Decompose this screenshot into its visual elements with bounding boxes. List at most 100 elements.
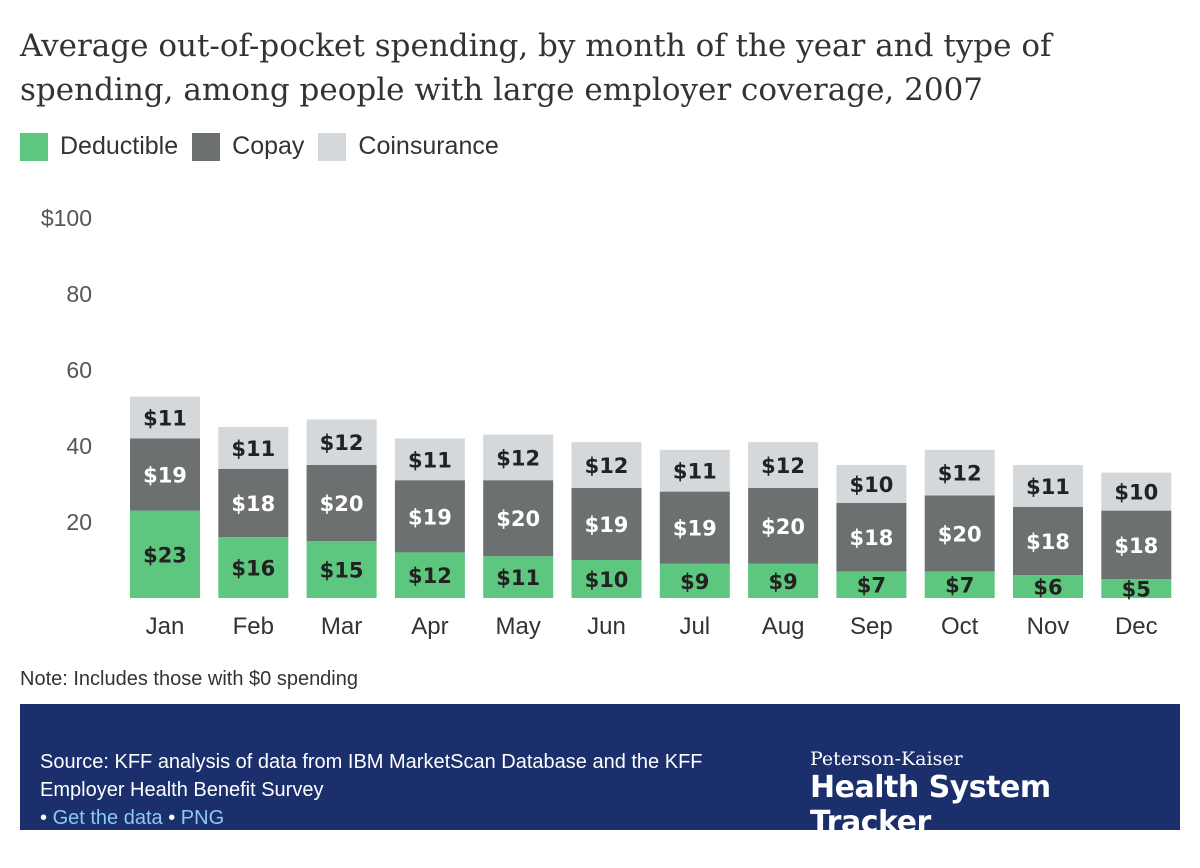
bar-segment-deductible bbox=[1013, 575, 1083, 598]
bar-segment-coinsurance bbox=[571, 442, 642, 488]
data-label: $7 bbox=[945, 574, 974, 598]
x-tick-label: Aug bbox=[762, 613, 805, 640]
bullet: • bbox=[168, 807, 176, 829]
data-label: $11 bbox=[231, 437, 275, 461]
data-label: $19 bbox=[143, 464, 187, 488]
bar-segment-deductible bbox=[306, 541, 377, 598]
bar-segment-deductible bbox=[748, 563, 819, 598]
bar-segment-coinsurance bbox=[1013, 465, 1083, 507]
data-label: $20 bbox=[496, 507, 540, 531]
y-tick-label: 40 bbox=[66, 433, 92, 459]
x-tick-label: Apr bbox=[411, 613, 448, 640]
footer-links: • Get the data • PNG bbox=[40, 804, 224, 832]
x-tick-label: Feb bbox=[233, 613, 274, 640]
bar-segment-copay bbox=[130, 438, 200, 511]
data-label: $11 bbox=[1026, 475, 1070, 499]
y-tick-label: 80 bbox=[66, 281, 92, 307]
bar-segment-deductible bbox=[571, 560, 642, 598]
data-label: $10 bbox=[1114, 481, 1158, 505]
bar-segment-deductible bbox=[1101, 579, 1172, 598]
data-label: $11 bbox=[496, 566, 540, 590]
bar-segment-deductible bbox=[924, 571, 995, 598]
data-label: $11 bbox=[143, 407, 187, 431]
bar-segment-coinsurance bbox=[130, 396, 200, 439]
stacked-bar-chart: 20 40 60 80 $100 $23 $19 $11 Jan $16 $18 $11 Feb $15 $… bbox=[41, 205, 1172, 640]
legend-item-copay: Copay bbox=[192, 132, 318, 161]
legend-swatch-copay bbox=[192, 132, 221, 161]
x-tick-label: Jul bbox=[679, 613, 710, 640]
data-label: $19 bbox=[408, 505, 452, 529]
bar-segment-coinsurance bbox=[836, 465, 907, 503]
chart-title: Average out-of-pocket spending, by month… bbox=[20, 28, 1052, 108]
footer: Source: KFF analysis of data from IBM Ma… bbox=[20, 704, 1180, 840]
x-tick-label: Mar bbox=[321, 613, 362, 640]
data-label: $12 bbox=[408, 564, 452, 588]
y-tick-label: 60 bbox=[66, 357, 92, 383]
get-the-data-link[interactable]: Get the data bbox=[52, 807, 163, 829]
bar-segment-coinsurance bbox=[1101, 472, 1172, 511]
data-label: $7 bbox=[857, 574, 886, 598]
bar-segment-coinsurance bbox=[483, 434, 554, 481]
data-label: $18 bbox=[1114, 534, 1158, 558]
legend-item-deductible: Deductible bbox=[20, 132, 192, 161]
legend-label-copay: Copay bbox=[232, 132, 305, 160]
data-label: $20 bbox=[320, 492, 364, 516]
bar-segment-copay bbox=[394, 480, 465, 553]
bar-segment-copay bbox=[571, 487, 642, 560]
legend-swatch-deductible bbox=[20, 132, 48, 161]
bar-segment-coinsurance bbox=[659, 449, 730, 492]
data-label: $12 bbox=[938, 462, 982, 486]
bar-segment-deductible bbox=[394, 552, 465, 598]
bar-segment-copay bbox=[483, 480, 554, 557]
x-tick-label: Jun bbox=[587, 613, 626, 640]
bar-segment-coinsurance bbox=[924, 449, 995, 496]
bar-segment-deductible bbox=[659, 563, 730, 598]
bar-segment-deductible bbox=[218, 537, 289, 598]
y-tick-label: $100 bbox=[41, 205, 92, 231]
bar-segment-copay bbox=[924, 495, 995, 572]
legend-label-coinsurance: Coinsurance bbox=[358, 132, 499, 160]
chart-note: Note: Includes those with $0 spending bbox=[20, 668, 358, 690]
legend-item-coinsurance: Coinsurance bbox=[318, 132, 512, 161]
data-label: $18 bbox=[231, 492, 275, 516]
data-label: $12 bbox=[496, 446, 540, 470]
bar-segment-coinsurance bbox=[306, 419, 377, 465]
data-label: $9 bbox=[768, 570, 797, 594]
brand-name-small: Peterson-Kaiser bbox=[810, 748, 963, 770]
legend-label-deductible: Deductible bbox=[60, 132, 179, 160]
bar-segment-copay bbox=[1101, 510, 1172, 579]
data-label: $10 bbox=[585, 568, 629, 592]
bar-segment-copay bbox=[836, 503, 907, 572]
bar-segment-copay bbox=[306, 465, 377, 541]
brand-name-large: Health System Tracker bbox=[810, 770, 1051, 840]
x-tick-label: Nov bbox=[1027, 613, 1070, 640]
bullet: • bbox=[40, 807, 48, 829]
y-tick-label: 20 bbox=[66, 509, 92, 535]
png-link[interactable]: PNG bbox=[180, 807, 225, 829]
bar-segment-copay bbox=[748, 487, 819, 564]
data-label: $12 bbox=[761, 454, 805, 478]
data-label: $5 bbox=[1122, 578, 1151, 602]
x-tick-label: Dec bbox=[1115, 613, 1158, 640]
data-label: $18 bbox=[1026, 530, 1070, 554]
bar-segment-deductible bbox=[130, 510, 200, 598]
x-tick-label: Jan bbox=[146, 613, 185, 640]
data-label: $11 bbox=[408, 448, 452, 472]
data-label: $16 bbox=[231, 557, 275, 581]
data-label: $19 bbox=[585, 513, 629, 537]
bar-segment-deductible bbox=[836, 571, 907, 598]
bar-segment-coinsurance bbox=[748, 442, 819, 488]
data-label: $6 bbox=[1033, 576, 1062, 600]
data-label: $15 bbox=[320, 559, 364, 583]
legend: Deductible Copay Coinsurance bbox=[20, 132, 513, 161]
data-label: $10 bbox=[849, 473, 893, 497]
data-label: $18 bbox=[849, 526, 893, 550]
x-tick-label: May bbox=[496, 613, 541, 640]
data-label: $12 bbox=[320, 431, 364, 455]
legend-swatch-coinsurance bbox=[318, 132, 347, 161]
bar-segment-copay bbox=[659, 491, 730, 564]
data-label: $12 bbox=[585, 454, 629, 478]
x-tick-label: Oct bbox=[941, 613, 979, 640]
data-label: $9 bbox=[680, 570, 709, 594]
data-label: $23 bbox=[143, 543, 187, 567]
